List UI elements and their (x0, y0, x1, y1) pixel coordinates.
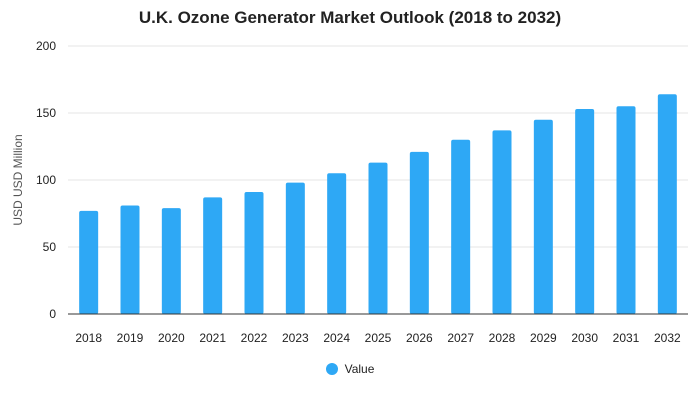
x-tick-label: 2020 (158, 331, 185, 345)
x-tick-label: 2029 (530, 331, 557, 345)
x-tick-label: 2031 (613, 331, 640, 345)
bar-2020 (161, 208, 181, 314)
x-tick-label: 2028 (489, 331, 516, 345)
bar-2024 (327, 173, 347, 314)
y-tick-label: 150 (36, 106, 56, 120)
y-tick-label: 200 (36, 39, 56, 53)
bar-2031 (616, 106, 636, 314)
bar-2032 (657, 94, 677, 315)
bar-2027 (451, 139, 471, 314)
x-tick-label: 2030 (571, 331, 598, 345)
x-tick-label: 2032 (654, 331, 681, 345)
bar-2025 (368, 162, 388, 314)
x-tick-label: 2024 (323, 331, 350, 345)
x-tick-label: 2023 (282, 331, 309, 345)
legend-label-value: Value (344, 362, 375, 376)
legend-swatch (325, 363, 338, 375)
bar-2026 (409, 151, 429, 314)
bar-2029 (533, 119, 553, 314)
bar-2023 (285, 182, 305, 314)
y-tick-label: 50 (43, 240, 57, 254)
x-tick-label: 2022 (241, 331, 268, 345)
chart-title: U.K. Ozone Generator Market Outlook (201… (138, 8, 562, 27)
x-tick-label: 2018 (75, 331, 102, 345)
x-tick-label: 2026 (406, 331, 433, 345)
bars (79, 94, 677, 315)
bar-2022 (244, 192, 264, 314)
y-axis-ticks: 0 50 100 150 200 (36, 39, 56, 321)
x-axis-ticks: 2018 2019 2020 2021 2022 2023 2024 2025 2026 2027… (75, 331, 681, 345)
bar-2019 (120, 205, 140, 314)
y-axis-label: USD USD Million (11, 134, 25, 225)
bar-2018 (79, 210, 99, 314)
bar-2021 (203, 197, 223, 314)
x-tick-label: 2027 (447, 331, 474, 345)
bar-2030 (575, 108, 595, 314)
x-tick-label: 2025 (365, 331, 392, 345)
bar-2028 (492, 130, 512, 314)
legend: Value (0, 362, 700, 376)
y-tick-label: 100 (36, 173, 56, 187)
x-tick-label: 2021 (199, 331, 226, 345)
y-tick-label: 0 (49, 307, 56, 321)
x-tick-label: 2019 (117, 331, 144, 345)
